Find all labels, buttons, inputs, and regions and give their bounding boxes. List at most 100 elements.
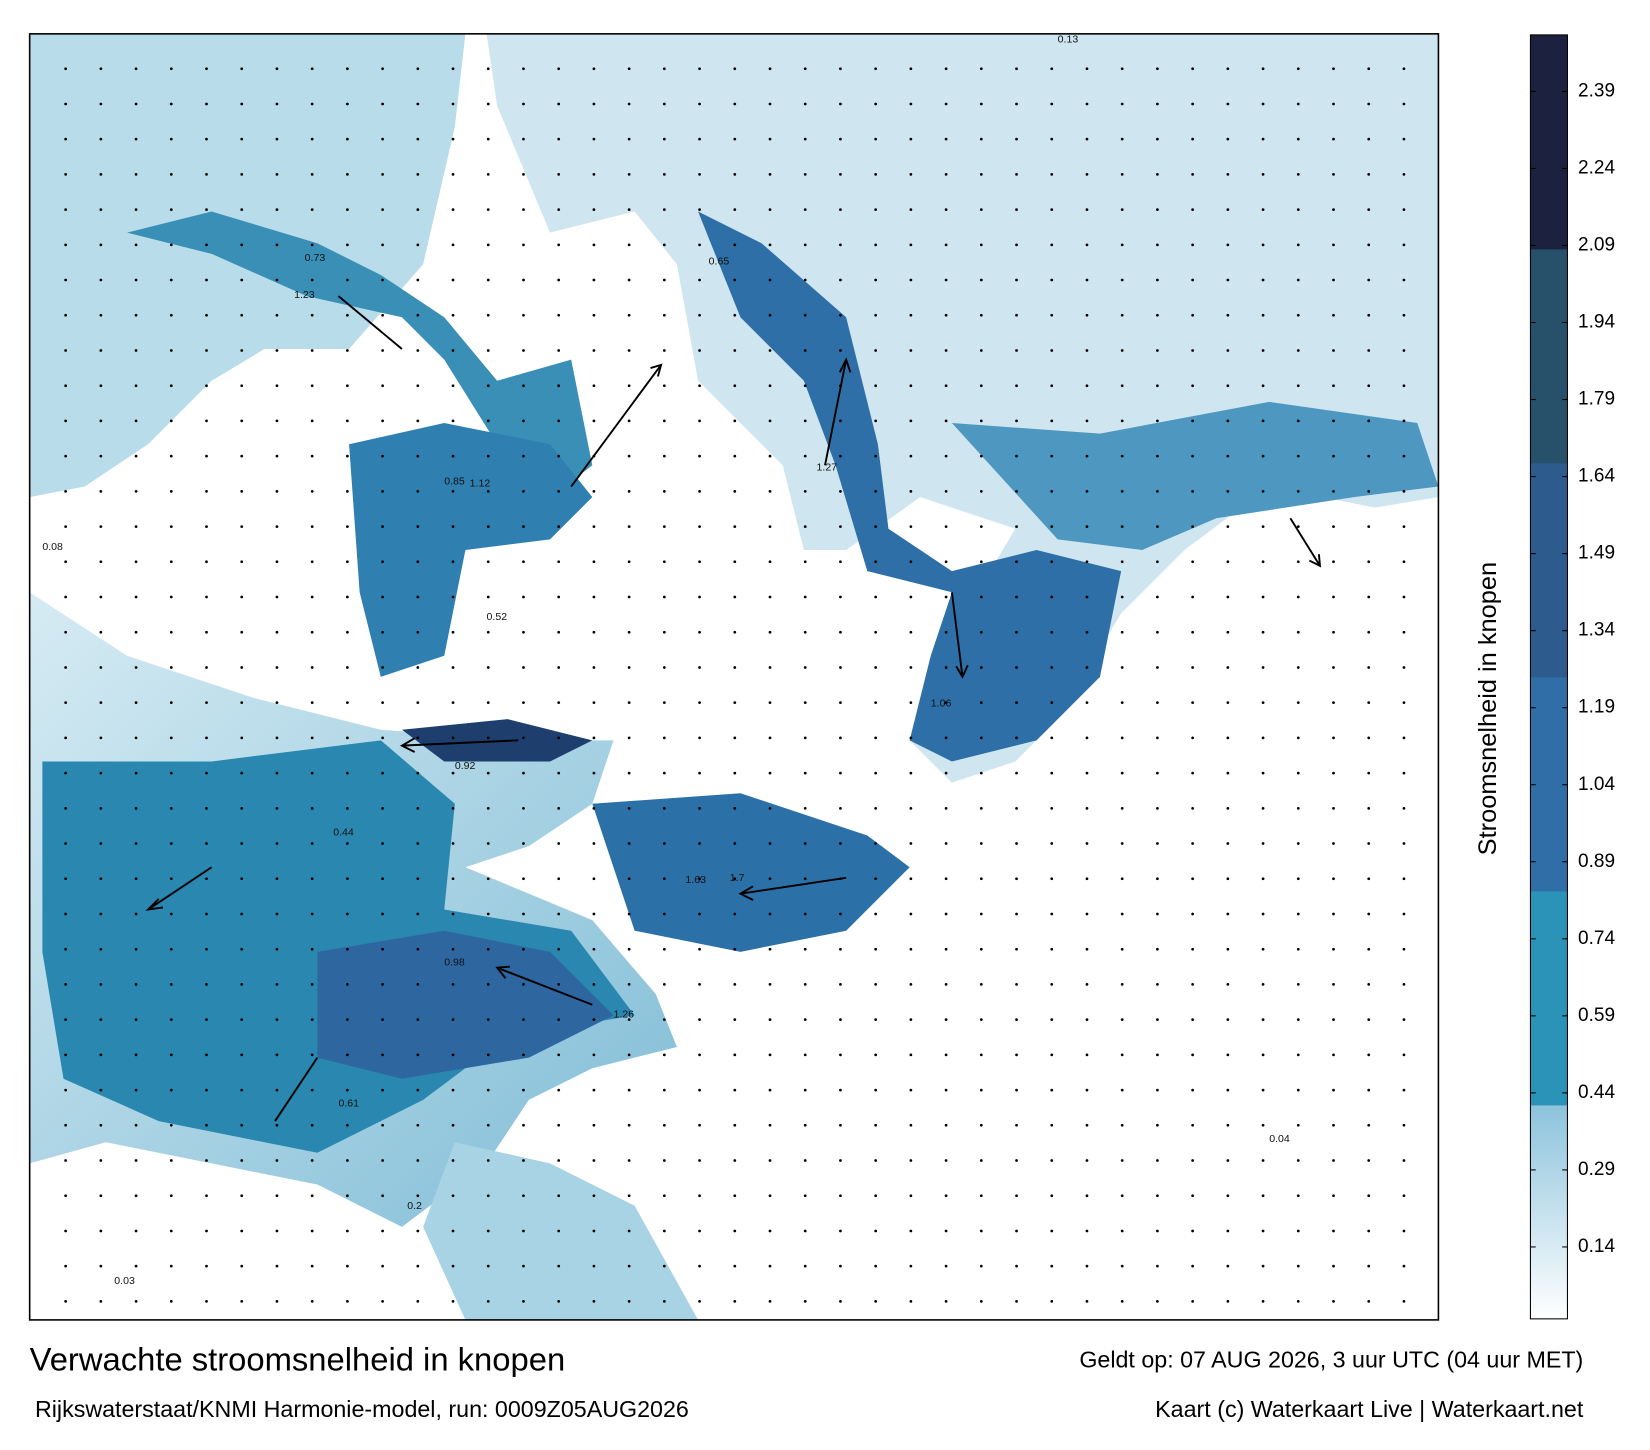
grid-dot (1402, 278, 1406, 282)
grid-dot (1296, 630, 1300, 634)
grid-dot (803, 877, 807, 881)
grid-dot (874, 701, 878, 705)
grid-dot (627, 1229, 631, 1233)
map-label: 0.65 (709, 255, 730, 267)
grid-dot (1050, 1229, 1054, 1233)
grid-dot (1120, 454, 1124, 458)
grid-dot (486, 595, 490, 599)
water (349, 423, 593, 677)
grid-dot (1402, 1053, 1406, 1057)
grid-dot (839, 595, 842, 599)
grid-dot (205, 630, 208, 634)
grid-dot (909, 384, 913, 388)
grid-dot (1085, 349, 1089, 352)
grid-dot (909, 877, 913, 881)
grid-dot (522, 525, 525, 528)
grid-dot (627, 1264, 631, 1268)
grid-dot (1015, 771, 1018, 775)
grid-dot (99, 983, 103, 986)
grid-dot (451, 349, 455, 352)
grid-dot (240, 630, 244, 634)
grid-dot (662, 419, 666, 423)
grid-dot (1085, 454, 1089, 458)
colorbar-tick-label: 0.44 (1578, 1082, 1615, 1103)
grid-dot (1156, 736, 1159, 740)
grid-dot (909, 736, 913, 740)
grid-dot (416, 208, 420, 211)
grid-dot (839, 701, 842, 705)
grid-dot (1367, 349, 1371, 352)
grid-dot (522, 1018, 525, 1022)
grid-dot (733, 419, 737, 423)
grid-dot (64, 1053, 68, 1057)
grid-dot (1120, 278, 1124, 282)
colorbar-tick-label: 0.74 (1578, 928, 1615, 949)
grid-dot (768, 208, 772, 211)
grid-dot (1156, 489, 1159, 493)
grid-dot (205, 349, 208, 352)
grid-dot (839, 806, 842, 810)
grid-dot (944, 595, 948, 599)
grid-dot (733, 630, 737, 634)
grid-dot (346, 67, 349, 71)
grid-dot (1332, 771, 1335, 775)
grid-dot (522, 630, 525, 634)
grid-dot (99, 173, 103, 176)
grid-dot (698, 67, 701, 71)
grid-dot (240, 1229, 244, 1233)
grid-dot (486, 1194, 490, 1198)
grid-dot (979, 877, 983, 881)
grid-dot (381, 243, 384, 247)
grid-dot (134, 137, 138, 141)
grid-dot (275, 736, 279, 740)
grid-dot (944, 137, 948, 141)
grid-dot (522, 419, 525, 423)
grid-dot (1015, 349, 1018, 352)
grid-dot (557, 771, 561, 775)
grid-dot (1261, 560, 1265, 564)
grid-dot (662, 1053, 666, 1057)
grid-dot (522, 842, 525, 845)
grid-dot (99, 630, 103, 634)
grid-dot (205, 384, 208, 388)
grid-dot (1261, 1300, 1265, 1303)
grid-dot (698, 1300, 701, 1303)
grid-dot (627, 313, 631, 317)
colorbar-tick-label: 1.04 (1578, 774, 1615, 795)
grid-dot (944, 1159, 948, 1162)
grid-dot (64, 806, 68, 810)
grid-dot (733, 842, 737, 845)
grid-dot (1261, 1088, 1265, 1092)
grid-dot (416, 1159, 420, 1162)
grid-dot (1015, 1264, 1018, 1268)
grid-dot (1332, 313, 1335, 317)
grid-dot (64, 173, 68, 176)
grid-dot (416, 630, 420, 634)
grid-dot (1191, 278, 1195, 282)
grid-dot (627, 1053, 631, 1057)
grid-dot (205, 278, 208, 282)
grid-dot (1120, 912, 1124, 916)
grid-dot (979, 384, 983, 388)
grid-dot (64, 208, 68, 211)
grid-dot (979, 1088, 983, 1092)
grid-dot (310, 842, 314, 845)
grid-dot (346, 983, 349, 986)
grid-dot (416, 419, 420, 423)
grid-dot (381, 102, 384, 106)
grid-dot (1332, 384, 1335, 388)
grid-dot (99, 1264, 103, 1268)
grid-dot (240, 243, 244, 247)
grid-dot (909, 278, 913, 282)
grid-dot (1050, 1264, 1054, 1268)
grid-dot (134, 666, 138, 669)
grid-dot (205, 912, 208, 916)
map-label: 0.92 (455, 760, 476, 772)
grid-dot (275, 877, 279, 881)
grid-dot (627, 1300, 631, 1303)
map-label: 0.44 (333, 827, 354, 839)
grid-dot (1015, 806, 1018, 810)
grid-dot (1296, 67, 1300, 71)
map-label: 0.61 (338, 1097, 359, 1109)
